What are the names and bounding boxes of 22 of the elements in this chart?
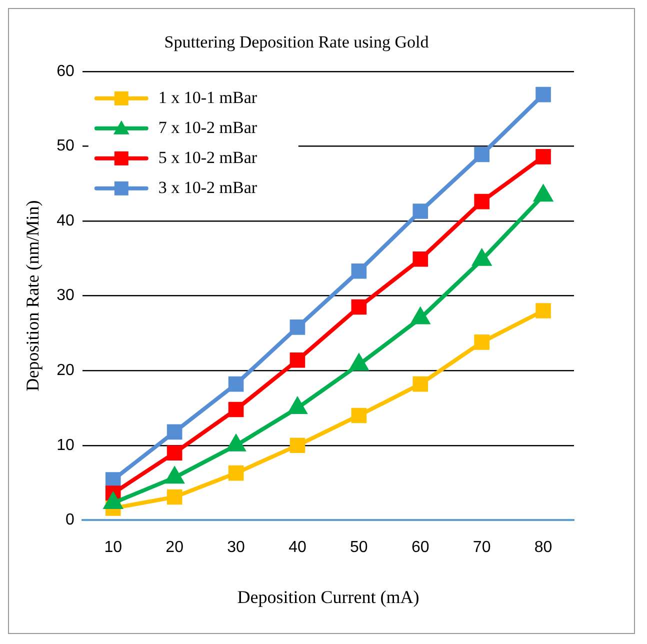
x-tick-label: 10 (104, 539, 122, 556)
x-axis-title: Deposition Current (mA) (237, 586, 420, 607)
legend-label: 1 x 10-1 mBar (158, 88, 258, 107)
y-tick-label: 20 (56, 362, 74, 380)
chart-title: Sputtering Deposition Rate using Gold (164, 32, 430, 52)
y-tick-label: 10 (56, 436, 74, 454)
y-tick-label: 50 (56, 138, 74, 155)
legend-label: 3 x 10-2 mBar (158, 178, 258, 197)
y-tick-label: 40 (56, 212, 74, 230)
x-tick-label: 20 (166, 539, 184, 556)
legend-label: 7 x 10-2 mBar (158, 118, 258, 137)
x-tick-label: 40 (288, 539, 306, 556)
x-tick-label: 70 (472, 539, 491, 556)
y-tick-label: 60 (56, 62, 74, 80)
y-tick-label: 30 (56, 287, 74, 304)
x-tick-label: 50 (350, 539, 368, 556)
x-tick-label: 30 (227, 539, 246, 556)
x-tick-label: 80 (534, 539, 552, 556)
y-tick-label: 0 (65, 512, 74, 529)
y-axis-title: Deposition Rate (nm/Min) (22, 200, 43, 392)
x-tick-label: 60 (411, 539, 430, 556)
legend-label: 5 x 10-2 mBar (158, 148, 258, 167)
